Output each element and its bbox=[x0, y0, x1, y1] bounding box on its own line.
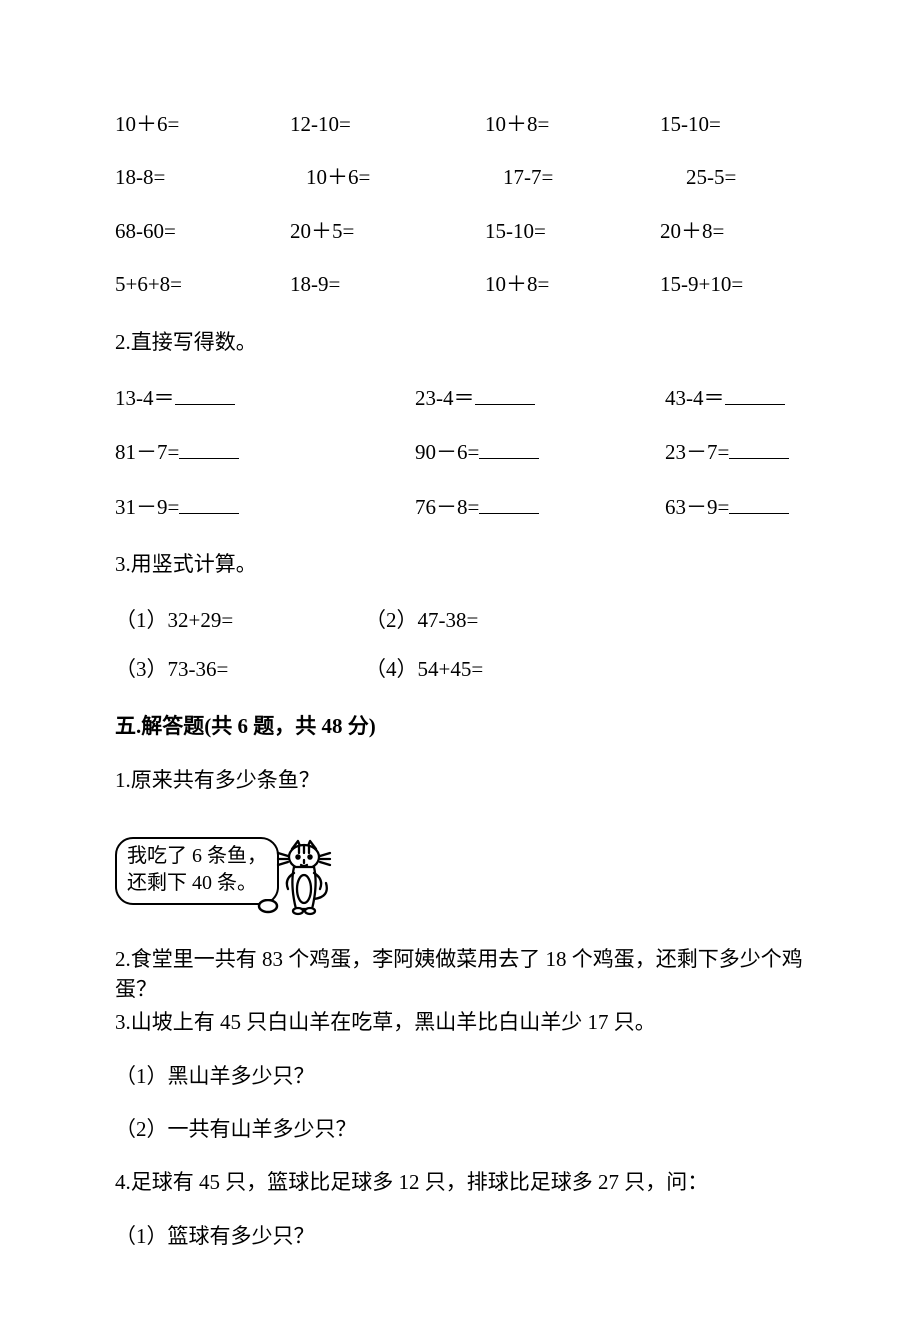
expr: 90－6= bbox=[415, 440, 479, 464]
vert-item: （2）47-38= bbox=[365, 606, 805, 635]
arith-cell: 10＋8= bbox=[485, 270, 660, 299]
direct-cell: 23-4＝ bbox=[365, 383, 625, 413]
answer-blank[interactable] bbox=[479, 492, 539, 514]
direct-cell: 81－7= bbox=[115, 437, 365, 467]
answer-blank[interactable] bbox=[725, 383, 785, 405]
direct-cell: 76－8= bbox=[365, 492, 625, 522]
expr: 31－9= bbox=[115, 495, 179, 519]
speech-line1: 我吃了 6 条鱼， bbox=[127, 845, 267, 867]
expr: 81－7= bbox=[115, 440, 179, 464]
expr: 76－8= bbox=[415, 495, 479, 519]
vert-item: （1）32+29= bbox=[115, 606, 365, 635]
arith-cell: 25-5= bbox=[660, 163, 805, 192]
expr: 13-4＝ bbox=[115, 386, 175, 410]
expr: 23-4＝ bbox=[415, 386, 475, 410]
vert-item: （3）73-36= bbox=[115, 655, 365, 684]
direct-cell: 13-4＝ bbox=[115, 383, 365, 413]
arith-cell: 18-9= bbox=[290, 270, 485, 299]
arith-cell: 10＋8= bbox=[485, 110, 660, 139]
answer-blank[interactable] bbox=[179, 492, 239, 514]
cat-icon bbox=[274, 839, 334, 925]
arith-cell: 17-7= bbox=[485, 163, 660, 192]
answer-blank[interactable] bbox=[729, 437, 789, 459]
section5-title: 五.解答题(共 6 题，共 48 分) bbox=[115, 712, 805, 741]
expr: 63－9= bbox=[665, 495, 729, 519]
answer-blank[interactable] bbox=[179, 437, 239, 459]
question-3: 3.山坡上有 45 只白山羊在吃草，黑山羊比白山羊少 17 只。 bbox=[115, 1008, 805, 1037]
direct-cell: 43-4＝ bbox=[625, 383, 805, 413]
arith-cell: 5+6+8= bbox=[115, 270, 290, 299]
direct-cell: 31－9= bbox=[115, 492, 365, 522]
vertical-row: （3）73-36= （4）54+45= bbox=[115, 655, 805, 684]
question-4-sub1: （1）篮球有多少只？ bbox=[115, 1222, 805, 1251]
arith-cell: 20＋5= bbox=[290, 217, 485, 246]
expr: 23－7= bbox=[665, 440, 729, 464]
vert-item: （4）54+45= bbox=[365, 655, 805, 684]
speech-line2: 还剩下 40 条。 bbox=[127, 872, 257, 894]
direct-cell: 63－9= bbox=[625, 492, 805, 522]
direct-grid: 13-4＝ 23-4＝ 43-4＝ 81－7= 90－6= 23－7= 31－9… bbox=[115, 383, 805, 522]
arith-cell: 68-60= bbox=[115, 217, 290, 246]
section2-heading: 2.直接写得数。 bbox=[115, 328, 805, 357]
section3-heading: 3.用竖式计算。 bbox=[115, 550, 805, 579]
direct-cell: 23－7= bbox=[625, 437, 805, 467]
arith-cell: 20＋8= bbox=[660, 217, 805, 246]
arithmetic-grid-1: 10＋6= 12-10= 10＋8= 15-10= 18-8= 10＋6= 17… bbox=[115, 110, 805, 300]
arith-cell: 15-10= bbox=[485, 217, 660, 246]
question-1: 1.原来共有多少条鱼？ bbox=[115, 766, 805, 795]
question-3-sub1: （1）黑山羊多少只？ bbox=[115, 1062, 805, 1091]
speech-bubble: 我吃了 6 条鱼， 还剩下 40 条。 bbox=[115, 837, 279, 905]
arith-cell: 18-8= bbox=[115, 163, 290, 192]
question-4: 4.足球有 45 只，篮球比足球多 12 只，排球比足球多 27 只，问： bbox=[115, 1168, 805, 1197]
expr: 43-4＝ bbox=[665, 386, 725, 410]
vertical-row: （1）32+29= （2）47-38= bbox=[115, 606, 805, 635]
arith-cell: 10＋6= bbox=[290, 163, 485, 192]
arith-cell: 15-10= bbox=[660, 110, 805, 139]
direct-cell: 90－6= bbox=[365, 437, 625, 467]
question-3-sub2: （2）一共有山羊多少只？ bbox=[115, 1115, 805, 1144]
arith-cell: 12-10= bbox=[290, 110, 485, 139]
answer-blank[interactable] bbox=[479, 437, 539, 459]
arith-cell: 15-9+10= bbox=[660, 270, 805, 299]
answer-blank[interactable] bbox=[475, 383, 535, 405]
cat-figure: 我吃了 6 条鱼， 还剩下 40 条。 bbox=[115, 819, 805, 905]
question-2: 2.食堂里一共有 83 个鸡蛋，李阿姨做菜用去了 18 个鸡蛋，还剩下多少个鸡蛋… bbox=[115, 945, 805, 1004]
arith-cell: 10＋6= bbox=[115, 110, 290, 139]
answer-blank[interactable] bbox=[729, 492, 789, 514]
answer-blank[interactable] bbox=[175, 383, 235, 405]
